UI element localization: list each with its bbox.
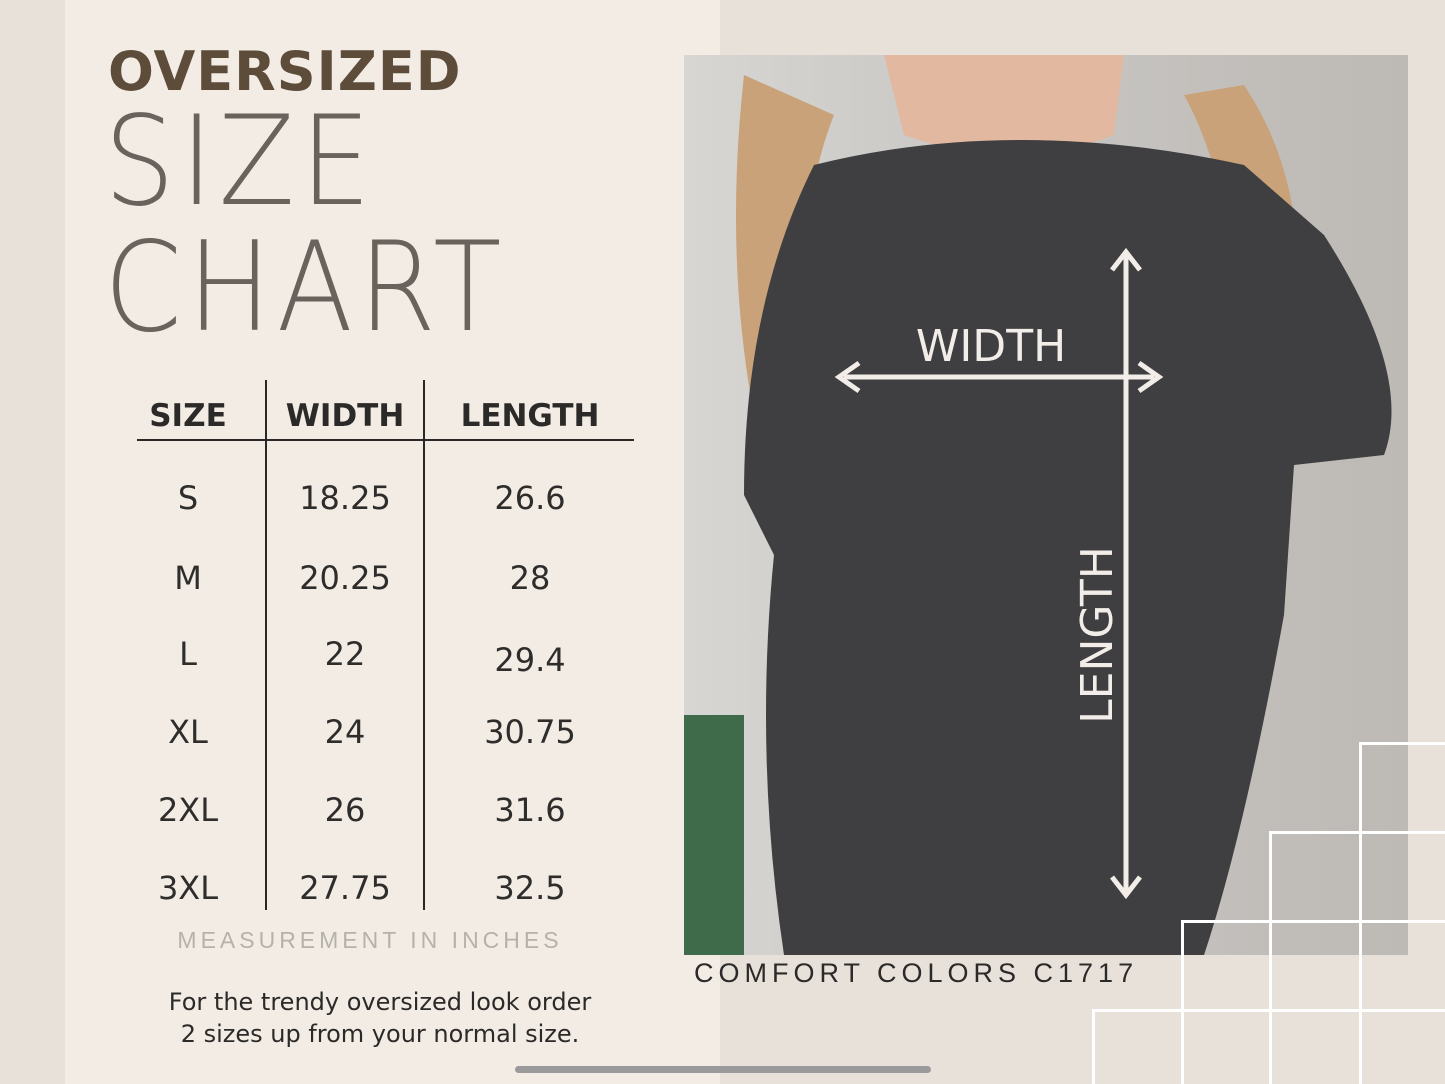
header-size: SIZE (149, 398, 227, 434)
grid-line (1182, 920, 1445, 923)
grid-line (1093, 1009, 1445, 1012)
model-illustration: WIDTH LENGTH (684, 55, 1392, 955)
header-width: WIDTH (285, 398, 405, 434)
grid-line (1270, 831, 1445, 834)
model-photo: WIDTH LENGTH (684, 55, 1408, 955)
width-cell: 20.25 (299, 559, 391, 597)
size-chart-panel (65, 0, 720, 1084)
width-cell: 18.25 (299, 479, 391, 517)
size-cell: S (177, 479, 199, 517)
length-cell: 30.75 (484, 713, 576, 751)
grid-line (1360, 742, 1445, 745)
plant-leaves (684, 715, 744, 955)
width-arrow-left-head (834, 360, 861, 394)
header-divider (137, 439, 634, 441)
brand-label: COMFORT COLORS C1717 (694, 958, 1139, 988)
header-length: LENGTH (460, 398, 600, 434)
width-cell: 27.75 (299, 869, 391, 907)
title-chart: CHART (104, 216, 507, 360)
grid-line (1181, 920, 1184, 1084)
width-cell: 22 (324, 635, 366, 673)
sizing-advice-line1: For the trendy oversized look order (168, 988, 592, 1016)
width-arrow-right-head (1137, 360, 1164, 394)
size-cell: XL (168, 713, 208, 751)
width-label: WIDTH (916, 321, 1066, 372)
sizing-advice-line2: 2 sizes up from your normal size. (180, 1020, 580, 1048)
width-cell: 26 (324, 791, 366, 829)
length-label: LENGTH (1072, 546, 1123, 724)
length-cell: 31.6 (494, 791, 566, 829)
title-oversized: OVERSIZED (108, 40, 462, 103)
length-arrow-bottom-head (1110, 875, 1142, 900)
column-divider (423, 380, 425, 910)
grid-line (1359, 742, 1362, 1084)
neck (884, 55, 1124, 155)
length-cell: 32.5 (494, 869, 566, 907)
sizing-advice: For the trendy oversized look order 2 si… (80, 986, 680, 1050)
size-cell: 2XL (157, 791, 219, 829)
size-cell: L (179, 635, 197, 673)
size-cell: M (174, 559, 202, 597)
width-cell: 24 (324, 713, 366, 751)
length-cell: 28 (509, 559, 551, 597)
scroll-indicator[interactable] (515, 1066, 931, 1073)
grid-line (1092, 1009, 1095, 1084)
column-divider (265, 380, 267, 910)
length-arrow-top-head (1110, 247, 1142, 272)
measurement-unit-note: MEASUREMENT IN INCHES (177, 927, 563, 953)
length-cell: 29.4 (494, 641, 566, 679)
title-size: SIZE (104, 90, 377, 234)
grid-line (1269, 831, 1272, 1084)
length-cell: 26.6 (494, 479, 566, 517)
size-cell: 3XL (157, 869, 219, 907)
shirt (744, 140, 1392, 955)
